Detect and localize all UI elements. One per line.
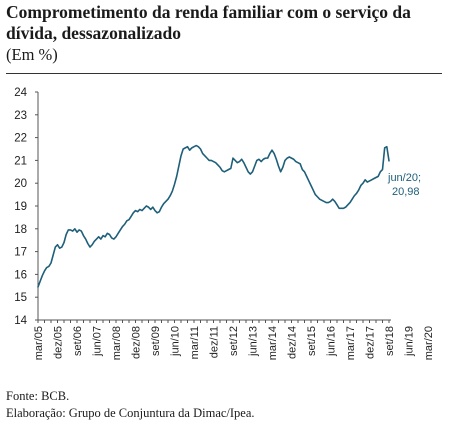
last-value-label: jun/20; — [387, 172, 421, 184]
x-tick-label: dez/14 — [287, 326, 299, 359]
y-tick-label: 18 — [14, 224, 27, 236]
x-tick-label: mar/08 — [111, 326, 123, 360]
x-tick-label: set/15 — [306, 326, 318, 356]
y-tick-label: 14 — [14, 315, 27, 327]
x-tick-label: jun/16 — [326, 326, 338, 357]
x-tick-label: mar/17 — [345, 326, 357, 360]
y-tick-label: 19 — [14, 201, 27, 213]
x-tick-label: jun/13 — [248, 326, 260, 357]
chart-unit-label: (Em %) — [6, 45, 58, 64]
series-line — [37, 144, 390, 288]
x-tick-label: set/12 — [228, 326, 240, 356]
x-tick-label: set/18 — [384, 326, 396, 356]
y-tick-label: 16 — [14, 269, 27, 281]
x-tick-label: dez/17 — [365, 326, 377, 359]
chart-title: Comprometimento da renda familiar com o … — [6, 2, 411, 43]
y-tick-label: 21 — [14, 155, 27, 167]
x-axis: mar/05 dez/05 set/06 jun/07 mar/08 dez/08 set/… — [33, 319, 435, 360]
title-divider — [6, 73, 442, 74]
y-tick-label: 15 — [14, 292, 27, 304]
y-axis: 14 15 16 17 18 19 20 21 22 23 24 — [14, 87, 39, 327]
x-tick-label: dez/08 — [131, 326, 143, 359]
x-tick-label: dez/05 — [53, 326, 65, 359]
y-tick-label: 17 — [14, 247, 27, 259]
last-value-number: 20,98 — [392, 186, 420, 198]
x-tick-label: mar/11 — [189, 326, 201, 359]
x-tick-label: dez/11 — [209, 326, 221, 358]
y-tick-label: 24 — [14, 87, 27, 99]
x-tick-label: jun/10 — [170, 326, 182, 357]
x-tick-label: jun/19 — [404, 326, 416, 357]
x-tick-label: jun/07 — [92, 326, 104, 357]
y-tick-label: 20 — [14, 178, 27, 190]
x-tick-label: mar/14 — [267, 326, 279, 360]
y-tick-label: 23 — [14, 110, 27, 122]
x-tick-label: set/06 — [72, 326, 84, 356]
x-tick-label: mar/20 — [423, 326, 435, 360]
x-tick-label: mar/05 — [33, 326, 45, 360]
y-tick-label: 22 — [14, 133, 27, 145]
credit-note: Elaboração: Grupo de Conjuntura da Dimac… — [6, 406, 255, 420]
x-tick-label: set/09 — [150, 326, 162, 356]
source-note: Fonte: BCB. — [6, 389, 70, 403]
